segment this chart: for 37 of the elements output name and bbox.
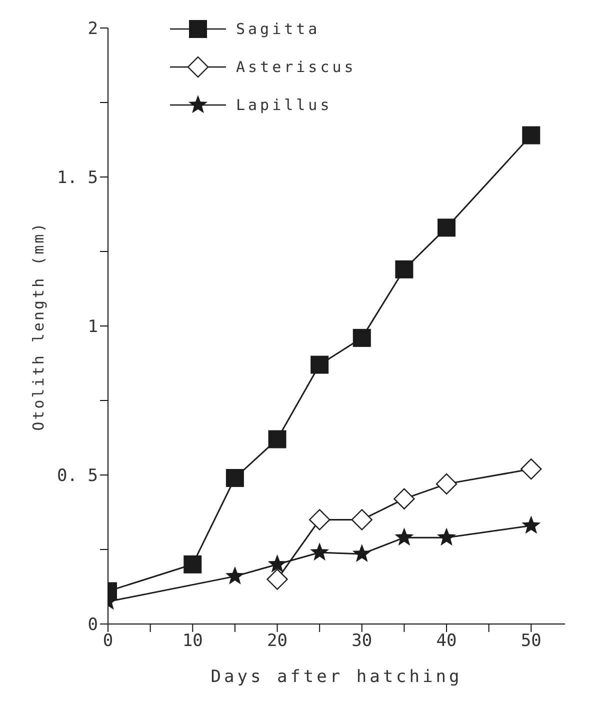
point bbox=[394, 488, 415, 510]
point bbox=[226, 468, 244, 487]
x-tick-label: 20 bbox=[267, 631, 288, 652]
y-tick-label: 0 bbox=[88, 615, 98, 636]
y-tick-label: 1. 5 bbox=[57, 168, 98, 188]
y-tick-label: 0. 5 bbox=[57, 466, 98, 486]
x-tick-label: 0 bbox=[102, 631, 114, 652]
point bbox=[310, 542, 330, 561]
x-axis-title: Days after hatching bbox=[210, 667, 462, 687]
point bbox=[438, 218, 456, 237]
y-tick-label: 2 bbox=[88, 19, 98, 40]
point bbox=[522, 126, 540, 144]
point bbox=[225, 566, 244, 584]
x-tick-label: 30 bbox=[352, 631, 372, 652]
legend-label: Asteriscus bbox=[236, 58, 356, 76]
legend-label: Lapillus bbox=[236, 96, 332, 114]
point bbox=[310, 356, 329, 374]
point bbox=[268, 430, 286, 448]
point bbox=[266, 568, 288, 590]
point bbox=[522, 516, 541, 534]
y-axis-title: Otolith length (mm) bbox=[29, 221, 48, 431]
x-tick-label: 50 bbox=[520, 631, 542, 652]
x-tick-label: 10 bbox=[182, 631, 203, 652]
point bbox=[394, 528, 414, 546]
point bbox=[352, 544, 372, 562]
point bbox=[352, 328, 371, 347]
legend-label: Sagitta bbox=[236, 20, 320, 38]
point bbox=[268, 554, 287, 572]
y-tick-label: 1 bbox=[88, 317, 98, 338]
point bbox=[395, 260, 414, 278]
x-tick-label: 40 bbox=[436, 631, 457, 652]
point bbox=[437, 528, 456, 546]
point bbox=[520, 458, 542, 480]
point bbox=[436, 473, 458, 495]
point bbox=[308, 509, 330, 530]
point bbox=[184, 555, 202, 574]
point bbox=[351, 509, 372, 530]
